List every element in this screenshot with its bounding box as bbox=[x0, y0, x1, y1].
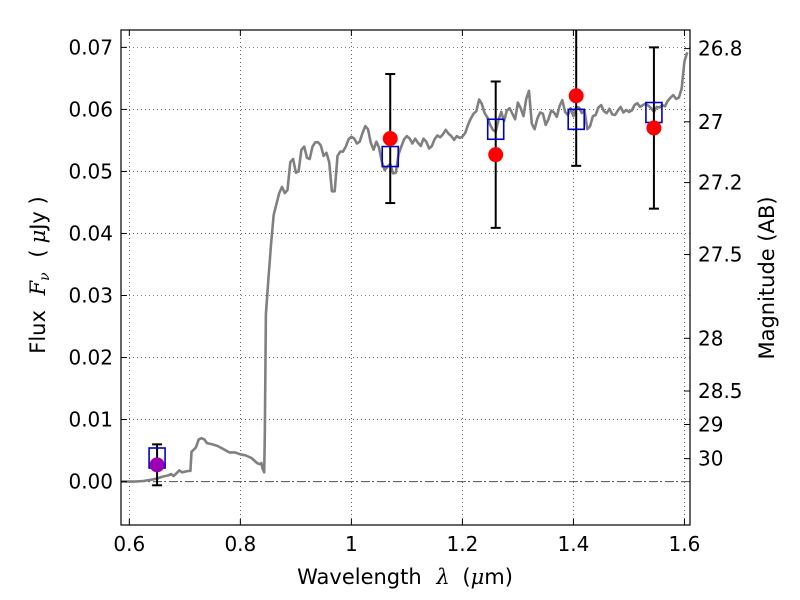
y-tick-label: 0.01 bbox=[68, 408, 113, 432]
x-tick-label: 0.8 bbox=[224, 532, 256, 556]
observed-point bbox=[568, 88, 584, 104]
y-tick-label: 0.02 bbox=[68, 346, 113, 370]
observed-point bbox=[646, 120, 662, 136]
x-axis-label-unit-close: m) bbox=[484, 565, 513, 589]
model-band-series bbox=[148, 101, 663, 469]
observed-point bbox=[149, 457, 165, 473]
y2-tick-label: 28 bbox=[698, 326, 723, 350]
y-axis-label-unit-close: Jy ) bbox=[26, 196, 50, 232]
axis-ticks: 0.6 0.8 1 1.2 1.4 1.6 0.00 0.01 0.02 0.03 0.04 0.05… bbox=[68, 30, 743, 556]
grid bbox=[121, 30, 690, 525]
y-axis-label: Flux Fν ( μJy ) bbox=[26, 196, 54, 353]
y2-tick-label: 27 bbox=[698, 110, 723, 134]
y2-tick-label: 30 bbox=[698, 447, 723, 471]
y2-axis-label: Magnitude (AB) bbox=[755, 196, 779, 359]
y-tick-label: 0.04 bbox=[68, 221, 113, 245]
plot-frame bbox=[120, 29, 691, 526]
y-axis-label-unit-mu: μ bbox=[26, 230, 50, 244]
x-axis-label: Wavelength λ (μm) bbox=[297, 565, 513, 589]
x-axis-label-unit-mu: μ bbox=[471, 565, 485, 589]
model-band-marker bbox=[486, 118, 505, 141]
y-axis-label-symbol-sub: ν bbox=[37, 272, 53, 281]
y-tick-label: 0.06 bbox=[68, 97, 113, 121]
model-sed-line bbox=[121, 51, 689, 483]
y2-tick-label: 27.5 bbox=[698, 243, 743, 267]
y-tick-label: 0.03 bbox=[68, 283, 113, 307]
y2-tick-label: 28.5 bbox=[698, 379, 743, 403]
y-axis-label-text: Flux bbox=[26, 310, 50, 354]
observed-point bbox=[488, 147, 504, 163]
x-tick-label: 0.6 bbox=[113, 532, 145, 556]
x-axis-label-unit-open: ( bbox=[462, 565, 470, 589]
model-band-marker bbox=[567, 108, 586, 131]
x-axis-label-text: Wavelength bbox=[297, 565, 422, 589]
observed-series bbox=[149, 88, 662, 473]
y-tick-label: 0.07 bbox=[68, 35, 113, 59]
x-tick-label: 1.2 bbox=[446, 532, 478, 556]
model-band-marker bbox=[381, 145, 400, 168]
model-sed-series bbox=[121, 51, 689, 483]
x-tick-label: 1.6 bbox=[669, 532, 701, 556]
y2-tick-label: 29 bbox=[698, 413, 723, 437]
y2-tick-label: 26.8 bbox=[698, 37, 743, 61]
y2-tick-label: 27.2 bbox=[698, 171, 743, 195]
observed-point bbox=[382, 131, 398, 147]
y-axis-label-symbol: F bbox=[26, 279, 50, 296]
x-tick-label: 1 bbox=[345, 532, 358, 556]
y-axis-label-unit-open: ( bbox=[26, 249, 50, 257]
y-tick-label: 0.00 bbox=[68, 470, 113, 494]
y-tick-label: 0.05 bbox=[68, 159, 113, 183]
x-tick-label: 1.4 bbox=[558, 532, 590, 556]
x-axis-label-symbol: λ bbox=[435, 565, 449, 589]
